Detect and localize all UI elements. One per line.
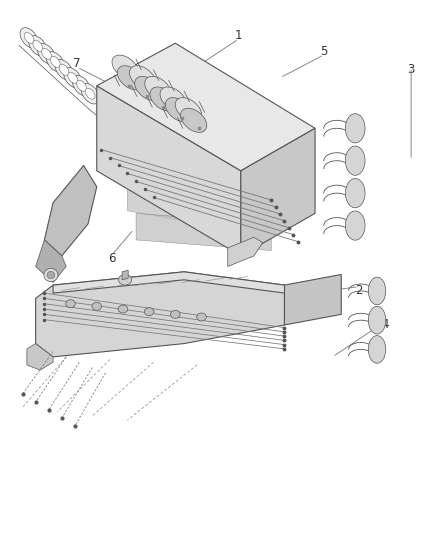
Polygon shape (122, 270, 128, 280)
Ellipse shape (44, 268, 58, 281)
Polygon shape (110, 126, 258, 207)
Ellipse shape (59, 64, 69, 75)
Ellipse shape (145, 308, 154, 316)
Polygon shape (35, 240, 66, 282)
Ellipse shape (68, 72, 78, 83)
Ellipse shape (42, 49, 51, 59)
Ellipse shape (130, 66, 156, 90)
Ellipse shape (72, 76, 91, 96)
Ellipse shape (112, 55, 138, 79)
Polygon shape (44, 165, 97, 256)
Ellipse shape (150, 87, 176, 111)
Polygon shape (53, 272, 285, 293)
Ellipse shape (38, 44, 56, 64)
Ellipse shape (160, 87, 186, 111)
Ellipse shape (119, 274, 132, 285)
Ellipse shape (368, 336, 386, 364)
Ellipse shape (175, 98, 201, 122)
Ellipse shape (77, 80, 86, 91)
Ellipse shape (20, 28, 38, 48)
Polygon shape (127, 184, 267, 236)
Polygon shape (97, 43, 315, 171)
Polygon shape (27, 344, 53, 370)
Text: 2: 2 (355, 284, 363, 297)
Ellipse shape (47, 271, 55, 279)
Text: 5: 5 (320, 45, 328, 58)
Text: 6: 6 (108, 252, 116, 265)
Ellipse shape (117, 66, 144, 90)
Ellipse shape (85, 88, 95, 99)
Ellipse shape (118, 305, 128, 313)
Ellipse shape (64, 68, 82, 88)
Ellipse shape (66, 300, 75, 308)
Polygon shape (101, 96, 254, 192)
Ellipse shape (165, 98, 191, 122)
Ellipse shape (346, 179, 365, 208)
Polygon shape (97, 86, 241, 256)
Ellipse shape (197, 313, 206, 321)
Ellipse shape (368, 306, 386, 334)
Ellipse shape (33, 41, 42, 51)
Ellipse shape (50, 56, 60, 67)
Ellipse shape (135, 76, 161, 100)
Ellipse shape (81, 84, 99, 104)
Polygon shape (35, 272, 285, 357)
Ellipse shape (368, 277, 386, 305)
Ellipse shape (46, 52, 64, 72)
Ellipse shape (92, 302, 102, 310)
Text: 3: 3 (407, 63, 415, 76)
Ellipse shape (29, 36, 47, 56)
Text: 1: 1 (235, 29, 242, 42)
Ellipse shape (24, 33, 34, 43)
Ellipse shape (170, 310, 180, 318)
Ellipse shape (346, 211, 365, 240)
Text: 4: 4 (381, 319, 389, 332)
Polygon shape (119, 155, 263, 221)
Polygon shape (136, 213, 272, 251)
Polygon shape (285, 274, 341, 325)
Ellipse shape (346, 114, 365, 143)
Polygon shape (228, 237, 263, 266)
Text: 7: 7 (73, 57, 81, 70)
Ellipse shape (145, 76, 171, 100)
Polygon shape (241, 128, 315, 256)
Ellipse shape (346, 146, 365, 175)
Ellipse shape (55, 60, 73, 80)
Ellipse shape (180, 108, 207, 132)
